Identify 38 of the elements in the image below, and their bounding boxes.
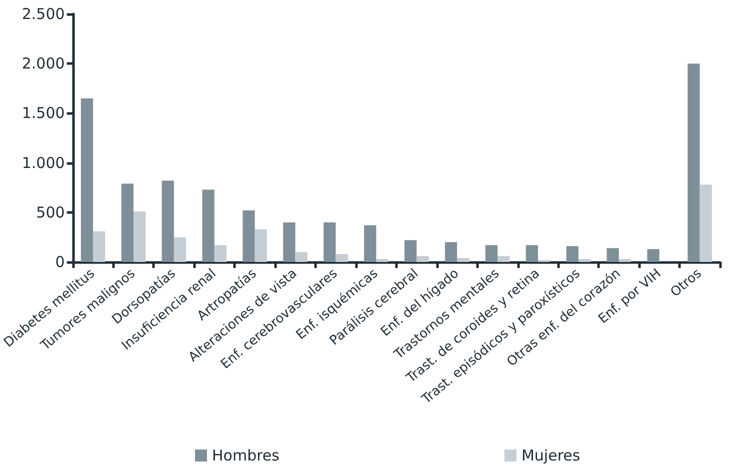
bar — [121, 184, 134, 262]
bar — [174, 237, 186, 262]
bar — [133, 211, 146, 262]
bar — [416, 256, 429, 262]
bar — [295, 252, 308, 262]
bar — [566, 246, 578, 262]
bar — [526, 245, 538, 262]
bar — [336, 254, 348, 262]
bar — [162, 180, 174, 262]
y-tick-label: 0 — [55, 253, 65, 271]
bar — [700, 184, 712, 262]
bar — [283, 222, 296, 262]
y-tick-label: 2.000 — [22, 54, 65, 73]
bar — [324, 222, 336, 262]
bar — [93, 231, 106, 262]
bar — [80, 98, 94, 262]
y-tick-label: 1.000 — [22, 154, 65, 172]
bar — [457, 258, 470, 262]
bar — [364, 225, 376, 262]
bar — [498, 256, 510, 262]
y-tick-label: 1.500 — [22, 104, 65, 122]
bar — [404, 240, 417, 262]
bar — [647, 249, 660, 262]
bar — [578, 259, 591, 262]
bar — [485, 245, 498, 262]
y-tick-label: 2.500 — [22, 5, 65, 23]
bar — [688, 64, 700, 262]
bar — [606, 248, 619, 262]
bar — [214, 245, 227, 262]
bar — [202, 190, 214, 262]
bar — [376, 259, 388, 262]
bar — [254, 229, 267, 262]
bar — [444, 242, 458, 262]
y-tick-label: 500 — [36, 203, 65, 222]
legend-label: Hombres — [212, 446, 280, 464]
bar — [618, 259, 632, 262]
bar — [242, 210, 255, 262]
legend-label: Mujeres — [521, 446, 580, 464]
